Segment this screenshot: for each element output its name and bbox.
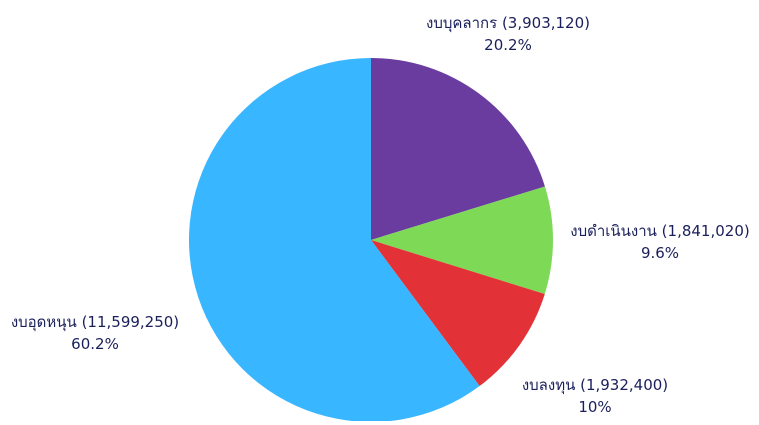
- slice-label-3: งบลงทุน (1,932,400): [522, 376, 668, 395]
- slice-percent-4: 60.2%: [71, 335, 119, 353]
- slice-percent-3: 10%: [578, 398, 611, 416]
- slice-label-2: งบดำเนินงาน (1,841,020): [570, 222, 749, 240]
- slice-percent-2: 9.6%: [641, 244, 679, 262]
- pie-slices: [189, 58, 553, 421]
- slice-percent-1: 20.2%: [484, 36, 532, 54]
- slice-label-1: งบบุคลากร (3,903,120): [426, 14, 590, 33]
- slice-label-4: งบอุดหนุน (11,599,250): [11, 313, 179, 332]
